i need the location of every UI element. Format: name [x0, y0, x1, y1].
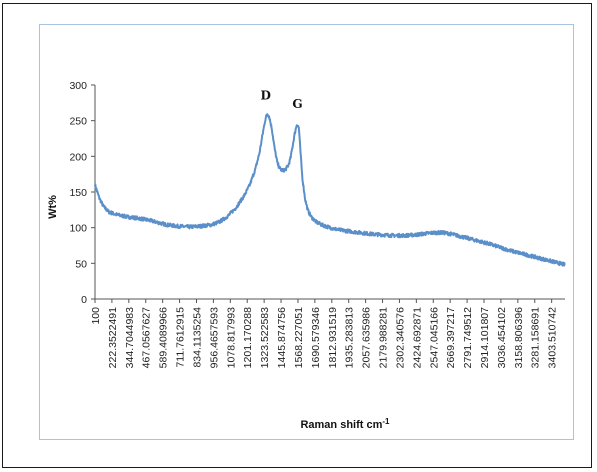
- raman-line-chart: 0 50 100 150 200 250 300 100 222.3522491 344.704…: [47, 80, 566, 431]
- x-tick-label: 711.7612915: [175, 307, 187, 368]
- x-tick-label: 467.0567627: [141, 307, 153, 368]
- x-tick-label: 344.7044983: [124, 307, 136, 368]
- x-tick-label: 1078.817993: [225, 307, 237, 368]
- y-tick-label: 200: [69, 151, 87, 163]
- chart-area: 0 50 100 150 200 250 300 100 222.3522491 344.704…: [39, 24, 574, 440]
- y-axis-title: Wt%: [47, 195, 59, 219]
- y-tick-label: 0: [81, 294, 87, 306]
- y-tick-label: 50: [75, 258, 87, 270]
- y-tick-label: 300: [69, 80, 87, 92]
- x-tick-label: 1690.579346: [310, 307, 322, 368]
- peak-label: G: [292, 97, 302, 111]
- x-tick-label: 2669.397217: [445, 307, 457, 368]
- x-tick-label: 2302.340576: [394, 307, 406, 368]
- y-axis: 0 50 100 150 200 250 300: [69, 80, 96, 306]
- x-tick-label: 1323.522583: [259, 307, 271, 368]
- x-tick-label: 589.4089966: [158, 307, 170, 368]
- x-tick-label: 2914.101807: [479, 307, 491, 368]
- y-tick-label: 150: [69, 187, 87, 199]
- x-tick-label: 3158.806396: [513, 307, 525, 368]
- x-tick-label: 2791.749512: [462, 307, 474, 368]
- figure-frame: 0 50 100 150 200 250 300 100 222.3522491 344.704…: [2, 3, 592, 468]
- x-axis: 100 222.3522491 344.7044983 467.0567627 589.…: [90, 298, 565, 368]
- x-tick-label: 222.3522491: [107, 307, 119, 368]
- x-tick-label: 2179.988281: [378, 307, 390, 368]
- y-tick-label: 250: [69, 116, 87, 128]
- x-tick-label: 2057.635986: [361, 307, 373, 368]
- x-tick-label: 3036.454102: [496, 307, 508, 368]
- x-tick-label: 100: [90, 307, 102, 325]
- x-tick-label: 956.4657593: [208, 307, 220, 368]
- x-tick-label: 834.1135254: [191, 307, 203, 368]
- x-axis-title-text: Raman shift cm: [300, 419, 382, 431]
- peak-label: D: [261, 88, 271, 102]
- x-tick-label: 3403.510742: [547, 307, 559, 368]
- x-tick-label: 1445.874756: [276, 307, 288, 368]
- x-tick-label: 3281.158691: [530, 307, 542, 368]
- x-tick-label: 1935.283813: [344, 307, 356, 368]
- x-tick-label: 1201.170288: [242, 307, 254, 368]
- peak-annotations: DG: [261, 88, 303, 111]
- x-tick-label: 2547.045166: [428, 307, 440, 368]
- x-tick-label: 2424.692871: [411, 307, 423, 368]
- y-tick-label: 100: [69, 223, 87, 235]
- series-line: [94, 113, 566, 267]
- x-tick-label: 1568.227051: [293, 307, 305, 368]
- x-axis-title: Raman shift cm-1: [300, 417, 390, 431]
- x-axis-title-superscript: -1: [382, 417, 390, 426]
- x-tick-label: 1812.931519: [327, 307, 339, 368]
